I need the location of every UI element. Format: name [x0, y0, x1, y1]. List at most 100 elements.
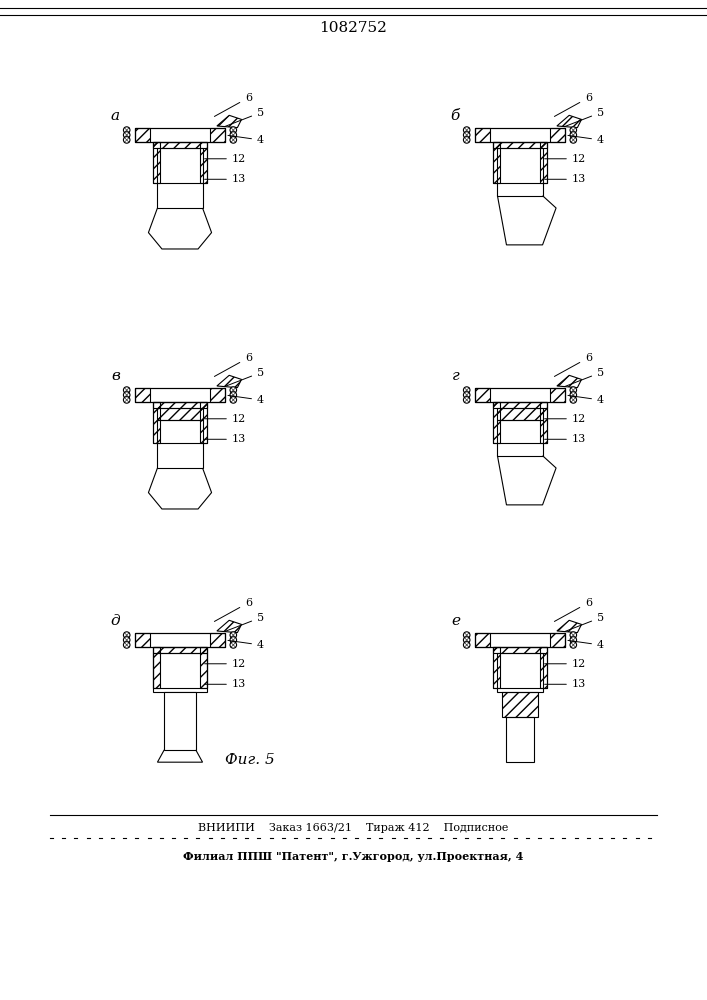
Bar — [475, 388, 490, 402]
Circle shape — [124, 137, 130, 143]
Bar — [153, 647, 160, 688]
Bar — [540, 142, 547, 183]
Bar — [475, 128, 565, 142]
Text: ВНИИПИ    Заказ 1663/21    Тираж 412    Подписное: ВНИИПИ Заказ 1663/21 Тираж 412 Подписное — [198, 823, 508, 833]
Text: 13: 13 — [544, 679, 586, 689]
Text: 13: 13 — [204, 679, 246, 689]
Bar — [153, 402, 160, 443]
Bar — [135, 128, 150, 142]
Text: 12: 12 — [204, 659, 246, 669]
Bar — [493, 402, 547, 443]
Text: е: е — [451, 614, 460, 628]
Bar — [153, 647, 206, 688]
Text: 12: 12 — [544, 414, 586, 424]
Bar — [540, 647, 547, 688]
Bar — [550, 388, 565, 402]
Text: 4: 4 — [228, 640, 264, 650]
Bar — [211, 388, 225, 402]
Bar — [475, 633, 490, 647]
Bar — [153, 142, 206, 148]
Bar — [158, 420, 202, 468]
Bar — [135, 128, 225, 142]
Bar — [493, 647, 547, 688]
Circle shape — [463, 642, 470, 648]
Bar — [493, 647, 547, 653]
Circle shape — [570, 387, 577, 393]
Bar — [135, 128, 225, 142]
Bar — [475, 128, 565, 142]
Text: 6: 6 — [554, 93, 592, 116]
Circle shape — [124, 632, 130, 638]
Bar — [153, 402, 206, 443]
Circle shape — [124, 132, 130, 138]
Circle shape — [230, 392, 237, 398]
Bar — [135, 388, 225, 402]
Bar — [493, 142, 500, 183]
Circle shape — [570, 642, 577, 648]
Bar — [475, 388, 565, 402]
Bar — [211, 633, 225, 647]
Circle shape — [230, 397, 237, 403]
Circle shape — [230, 632, 237, 638]
Text: 4: 4 — [568, 135, 604, 145]
Bar — [164, 692, 196, 750]
Text: 6: 6 — [214, 93, 252, 116]
Circle shape — [570, 397, 577, 403]
Bar — [153, 653, 206, 692]
Circle shape — [230, 137, 237, 143]
Circle shape — [463, 137, 470, 143]
Text: Филиал ППШ "Патент", г.Ужгород, ул.Проектная, 4: Филиал ППШ "Патент", г.Ужгород, ул.Проек… — [183, 852, 523, 862]
Bar — [158, 148, 202, 208]
Circle shape — [230, 642, 237, 648]
Text: 12: 12 — [204, 154, 246, 164]
Text: д: д — [110, 614, 120, 628]
Text: а: а — [111, 109, 120, 123]
Circle shape — [124, 397, 130, 403]
Text: 1082752: 1082752 — [319, 21, 387, 35]
Circle shape — [463, 132, 470, 138]
Circle shape — [230, 387, 237, 393]
Bar — [135, 633, 150, 647]
Text: 5: 5 — [565, 613, 604, 632]
Bar — [506, 717, 534, 762]
Bar — [498, 653, 542, 692]
Bar — [550, 633, 565, 647]
Circle shape — [230, 637, 237, 643]
Circle shape — [124, 637, 130, 643]
Bar — [211, 128, 225, 142]
Bar — [158, 408, 202, 420]
Circle shape — [463, 127, 470, 133]
Text: 4: 4 — [568, 395, 604, 405]
Circle shape — [570, 132, 577, 138]
Circle shape — [570, 137, 577, 143]
Text: г: г — [452, 369, 460, 383]
Text: 6: 6 — [214, 353, 252, 376]
Text: 5: 5 — [565, 108, 604, 127]
Circle shape — [124, 387, 130, 393]
Bar — [200, 142, 206, 183]
Bar — [550, 128, 565, 142]
Bar — [498, 408, 542, 420]
Bar — [493, 142, 547, 148]
Bar — [153, 647, 206, 653]
Circle shape — [463, 632, 470, 638]
Text: 5: 5 — [225, 368, 264, 387]
Circle shape — [230, 127, 237, 133]
Text: 13: 13 — [544, 434, 586, 444]
Circle shape — [570, 127, 577, 133]
Circle shape — [463, 637, 470, 643]
Bar — [493, 402, 547, 408]
Bar — [475, 633, 565, 647]
Text: 6: 6 — [214, 598, 252, 621]
Bar — [475, 633, 565, 647]
Text: 13: 13 — [204, 174, 246, 184]
Text: 6: 6 — [554, 598, 592, 621]
Text: 12: 12 — [544, 659, 586, 669]
Bar — [153, 142, 206, 183]
Bar — [493, 402, 500, 443]
Circle shape — [570, 637, 577, 643]
Text: 6: 6 — [554, 353, 592, 376]
Circle shape — [463, 392, 470, 398]
Circle shape — [230, 132, 237, 138]
Bar — [200, 647, 206, 688]
